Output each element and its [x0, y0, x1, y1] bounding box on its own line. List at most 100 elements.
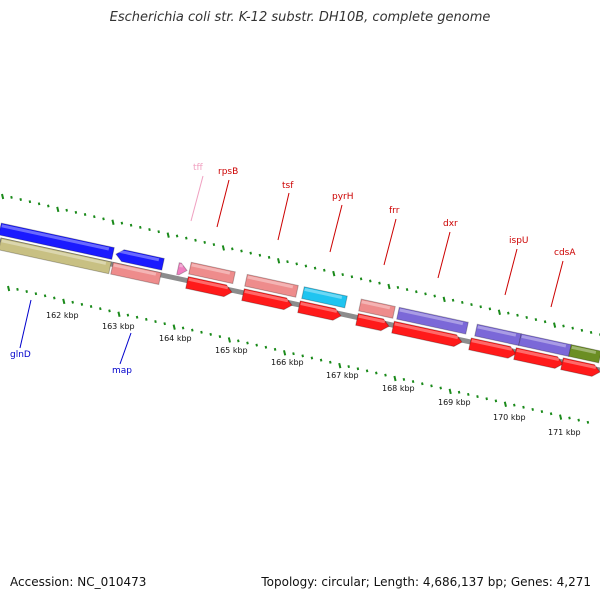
inner-tick — [172, 324, 176, 330]
map-title: Escherichia coli str. K-12 substr. DH10B… — [109, 10, 491, 25]
outer-tick — [571, 326, 574, 330]
inner-tick-ring — [7, 285, 590, 424]
outer-tick — [507, 311, 510, 315]
outer-tick — [433, 294, 436, 298]
outer-tick — [405, 288, 409, 292]
feature-pyrH-box[interactable] — [301, 286, 348, 309]
inner-tick — [53, 296, 56, 300]
kbp-label-167: 167 kbp — [326, 371, 359, 380]
inner-tick — [365, 369, 369, 373]
genome-summary: Topology: circular; Length: 4,686,137 bp… — [261, 575, 591, 589]
inner-tick — [559, 414, 563, 420]
inner-tick — [549, 412, 553, 416]
outer-tick — [249, 251, 252, 255]
inner-tick — [421, 382, 424, 386]
inner-tick — [485, 397, 488, 401]
outer-tick — [525, 315, 528, 319]
outer-tick — [488, 307, 492, 311]
outer-tick — [47, 204, 50, 208]
feature-cds-next[interactable] — [560, 357, 600, 378]
feature-dxr-box[interactable] — [396, 306, 469, 335]
feature-rna-3[interactable] — [358, 298, 396, 319]
gene-label-rpsB: rpsB — [218, 167, 238, 177]
inner-tick — [191, 328, 194, 332]
feature-rna-1[interactable] — [188, 261, 236, 285]
outer-tick — [323, 268, 326, 272]
outer-tick — [378, 281, 381, 285]
outer-tick — [83, 213, 87, 217]
gene-label-tff: tff — [193, 163, 204, 173]
gene-labels: tff rpsB tsf pyrH frr dxr ispU cdsA glnD map — [10, 163, 576, 376]
inner-tick — [457, 390, 461, 394]
outer-tick — [562, 324, 565, 328]
outer-tick — [56, 206, 60, 213]
inner-tick — [568, 416, 571, 420]
inner-tick — [347, 365, 350, 369]
inner-tick — [513, 403, 516, 407]
inner-tick — [540, 410, 544, 414]
inner-tick — [467, 392, 470, 396]
outer-tick — [295, 262, 298, 266]
inner-tick — [255, 343, 258, 347]
outer-tick — [332, 270, 336, 277]
feature-map-pink[interactable] — [110, 261, 162, 286]
feature-ispU-box[interactable] — [474, 323, 522, 347]
outer-tick — [415, 290, 418, 294]
outer-tick — [286, 260, 289, 264]
outer-tick — [553, 322, 557, 328]
outer-tick — [231, 247, 234, 251]
inner-tick — [319, 358, 323, 362]
feature-green-box[interactable] — [568, 344, 600, 364]
inner-tick — [310, 356, 314, 360]
outer-tick — [148, 228, 151, 232]
inner-tick — [89, 305, 93, 309]
kbp-label-163: 163 kbp — [102, 322, 135, 331]
outer-tick — [102, 217, 105, 221]
outer-tick — [543, 320, 547, 324]
inner-tick — [476, 395, 479, 399]
outer-tick — [93, 215, 96, 219]
feature-cds-cdsA[interactable] — [513, 347, 565, 370]
feature-cds-dxr[interactable] — [391, 320, 464, 348]
inner-tick — [34, 292, 38, 296]
inner-tick — [181, 326, 185, 330]
feature-rna-2[interactable] — [244, 273, 299, 298]
outer-tick — [277, 258, 281, 264]
outer-tick — [396, 285, 400, 289]
feature-cds-tsf[interactable] — [241, 288, 294, 311]
inner-tick — [99, 307, 102, 311]
feature-olive[interactable] — [0, 237, 112, 275]
inner-tick — [522, 405, 525, 409]
outer-tick — [203, 240, 206, 244]
outer-tick — [369, 279, 372, 283]
inner-tick — [439, 386, 442, 390]
outer-tick — [461, 300, 464, 304]
inner-tick — [117, 311, 121, 317]
outer-tick — [497, 309, 501, 315]
outer-tick — [341, 273, 344, 277]
inner-tick — [62, 298, 66, 305]
inner-tick — [209, 332, 212, 336]
feature-blue-map[interactable] — [115, 248, 165, 271]
feature-cds-frr[interactable] — [355, 312, 391, 332]
inner-tick — [43, 294, 47, 298]
feature-tff[interactable] — [176, 262, 189, 277]
kbp-label-165: 165 kbp — [215, 346, 248, 355]
inner-tick — [577, 418, 580, 422]
gene-label-tsf: tsf — [282, 181, 294, 191]
outer-tick — [65, 208, 68, 212]
inner-tick — [393, 375, 397, 382]
inner-tick — [531, 407, 534, 411]
outer-tick — [589, 330, 593, 334]
kbp-label-162: 162 kbp — [46, 311, 79, 320]
inner-tick — [154, 320, 157, 324]
gene-label-frr: frr — [389, 206, 400, 216]
feature-blue-glnD[interactable] — [0, 222, 115, 260]
outer-tick — [185, 236, 188, 240]
feature-cds-ispU[interactable] — [468, 337, 518, 360]
gene-features[interactable] — [0, 222, 600, 378]
gene-label-ispU: ispU — [509, 236, 529, 246]
feature-cds-pyrH[interactable] — [297, 300, 343, 322]
feature-cds-rpsB[interactable] — [185, 276, 234, 298]
